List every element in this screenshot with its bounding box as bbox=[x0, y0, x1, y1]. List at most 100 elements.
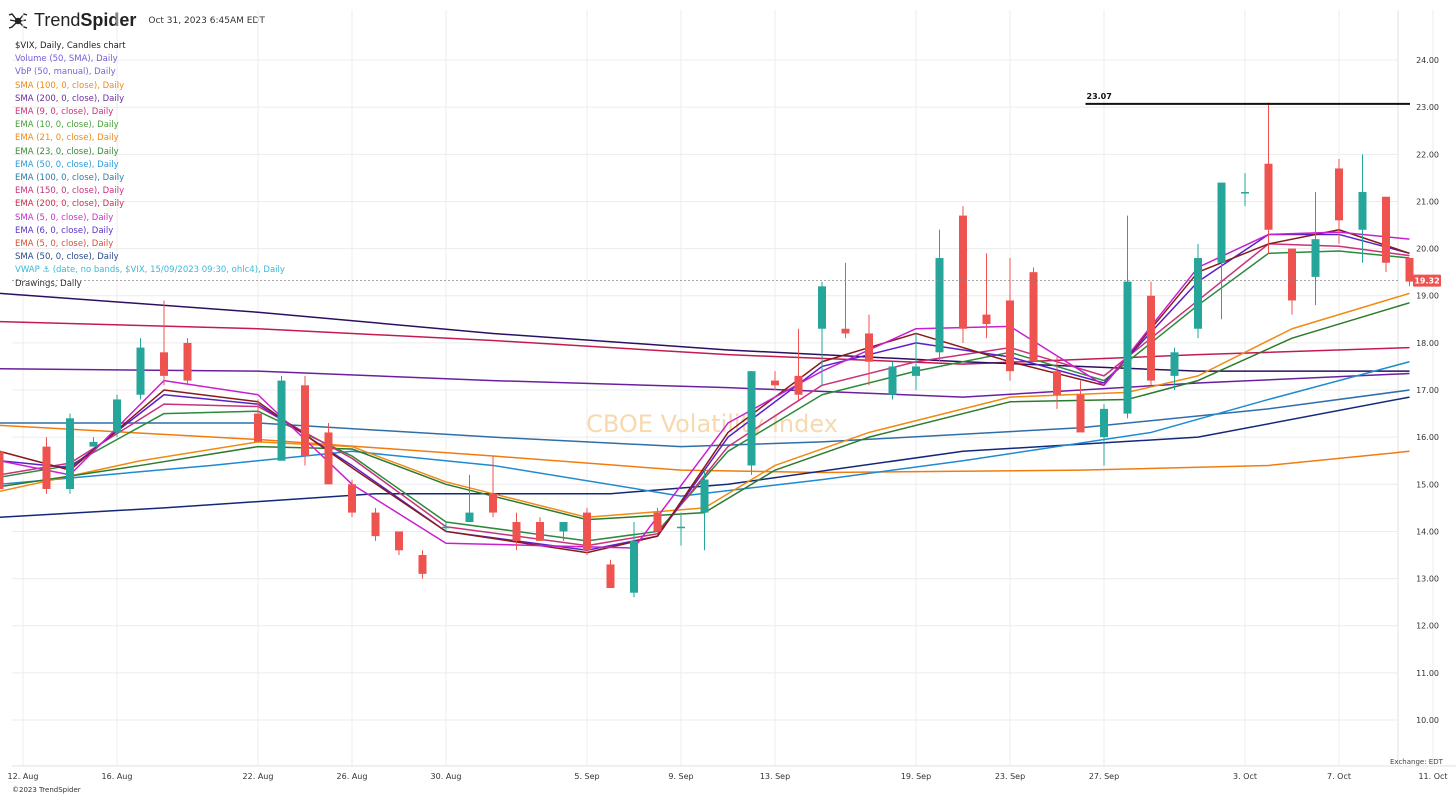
candle-body[interactable] bbox=[653, 512, 662, 532]
candle-body[interactable] bbox=[606, 564, 615, 589]
candle-body[interactable] bbox=[935, 258, 944, 353]
legend-item[interactable]: EMA (21, 0, close), Daily bbox=[15, 133, 119, 144]
candle-body[interactable] bbox=[254, 413, 262, 442]
candle-body[interactable] bbox=[1288, 248, 1296, 301]
candle-body[interactable] bbox=[559, 522, 568, 532]
x-tick-label: 23. Sep bbox=[995, 772, 1025, 781]
candle-body[interactable] bbox=[1147, 295, 1155, 381]
candle-body[interactable] bbox=[583, 512, 591, 551]
candle-body[interactable] bbox=[536, 522, 544, 541]
candle-body[interactable] bbox=[1382, 196, 1390, 263]
candle-body[interactable] bbox=[348, 484, 356, 513]
x-tick-label: 3. Oct bbox=[1233, 772, 1257, 781]
legend-item[interactable]: EMA (150, 0, close), Daily bbox=[15, 186, 125, 197]
candle-body[interactable] bbox=[1006, 300, 1014, 372]
legend-item[interactable]: EMA (23, 0, close), Daily bbox=[15, 146, 119, 157]
candle-body[interactable] bbox=[1029, 272, 1038, 362]
indicator-line[interactable] bbox=[0, 302, 1410, 521]
candle-body[interactable] bbox=[1264, 163, 1273, 230]
candle-body[interactable] bbox=[183, 342, 192, 381]
legend-item[interactable]: Drawings, Daily bbox=[15, 278, 82, 289]
indicator-line[interactable] bbox=[0, 292, 1410, 372]
candle-body[interactable] bbox=[1217, 182, 1226, 263]
candle-body[interactable] bbox=[912, 366, 920, 376]
x-tick-label: 7. Oct bbox=[1327, 772, 1351, 781]
candle-body[interactable] bbox=[1241, 192, 1249, 194]
candle-body[interactable] bbox=[1194, 258, 1202, 329]
legend-item[interactable]: SMA (200, 0, close), Daily bbox=[15, 93, 125, 104]
brand-bold: Spider bbox=[80, 10, 137, 30]
x-tick-label: 5. Sep bbox=[574, 772, 599, 781]
candle-body[interactable] bbox=[677, 526, 685, 529]
candle-body[interactable] bbox=[42, 446, 51, 490]
legend-item[interactable]: Volume (50, SMA), Daily bbox=[15, 54, 118, 65]
x-tick-label: 11. Oct bbox=[1418, 772, 1447, 781]
exchange-label: Exchange: EDT bbox=[1390, 758, 1443, 766]
candle-body[interactable] bbox=[888, 366, 897, 395]
legend-item[interactable]: EMA (5, 0, close), Daily bbox=[15, 239, 114, 250]
candle-body[interactable] bbox=[959, 215, 967, 329]
x-tick-label: 26. Aug bbox=[337, 772, 368, 781]
candle-body[interactable] bbox=[1170, 352, 1179, 376]
legend-item[interactable]: VWAP ⚓ (date, no bands, $VIX, 15/09/2023… bbox=[15, 265, 285, 276]
indicator-line[interactable] bbox=[0, 320, 1410, 365]
candle-body[interactable] bbox=[1076, 394, 1085, 433]
candle-body[interactable] bbox=[324, 432, 333, 485]
y-tick-label: 22.00 bbox=[1416, 150, 1439, 159]
watermark: CBOE Volatility Index bbox=[586, 410, 838, 438]
y-tick-label: 10.00 bbox=[1416, 716, 1439, 725]
legend-item[interactable]: EMA (9, 0, close), Daily bbox=[15, 107, 114, 118]
candle-body[interactable] bbox=[160, 352, 168, 376]
legend-items: Volume (50, SMA), Daily VbP (50, manual),… bbox=[15, 53, 285, 291]
legend-item[interactable]: SMA (5, 0, close), Daily bbox=[15, 212, 114, 223]
y-tick-label: 18.00 bbox=[1416, 339, 1439, 348]
candle-body[interactable] bbox=[1405, 258, 1414, 282]
candle-body[interactable] bbox=[512, 522, 521, 541]
candle-body[interactable] bbox=[136, 347, 145, 395]
candle-body[interactable] bbox=[771, 380, 779, 386]
candle-body[interactable] bbox=[1100, 408, 1108, 438]
candle-body[interactable] bbox=[630, 540, 638, 593]
candle-body[interactable] bbox=[465, 512, 474, 523]
legend-item[interactable]: SMA (50, 0, close), Daily bbox=[15, 252, 119, 263]
indicator-line[interactable] bbox=[0, 292, 1410, 519]
candle-body[interactable] bbox=[982, 314, 991, 325]
candle-body[interactable] bbox=[489, 493, 497, 513]
candle-body[interactable] bbox=[395, 531, 403, 551]
candle-body[interactable] bbox=[794, 375, 803, 395]
candle-body[interactable] bbox=[841, 328, 850, 334]
legend-item[interactable]: EMA (200, 0, close), Daily bbox=[15, 199, 125, 210]
legend-item[interactable]: EMA (10, 0, close), Daily bbox=[15, 120, 119, 131]
candle-body[interactable] bbox=[0, 451, 4, 490]
last-price-tag bbox=[1413, 274, 1441, 287]
legend-item[interactable]: SMA (100, 0, close), Daily bbox=[15, 80, 125, 91]
candle-body[interactable] bbox=[301, 385, 309, 457]
candle-body[interactable] bbox=[418, 555, 427, 574]
candle-body[interactable] bbox=[865, 333, 873, 362]
candle-body[interactable] bbox=[1311, 239, 1320, 277]
candle-body[interactable] bbox=[371, 512, 380, 537]
candle-body[interactable] bbox=[89, 441, 98, 447]
legend-item[interactable]: EMA (6, 0, close), Daily bbox=[15, 225, 114, 236]
legend-item[interactable]: VbP (50, manual), Daily bbox=[15, 67, 116, 78]
candle-body[interactable] bbox=[700, 479, 709, 513]
candle-body[interactable] bbox=[113, 399, 121, 433]
candle-body[interactable] bbox=[818, 286, 826, 329]
y-tick-label: 13.00 bbox=[1416, 575, 1439, 584]
legend-item[interactable]: EMA (100, 0, close), Daily bbox=[15, 173, 125, 184]
candle-body[interactable] bbox=[1358, 192, 1367, 230]
candle-body[interactable] bbox=[1053, 371, 1061, 395]
x-tick-label: 9. Sep bbox=[668, 772, 693, 781]
candle-body[interactable] bbox=[442, 526, 450, 529]
indicator-line[interactable] bbox=[0, 396, 1410, 519]
candle-body[interactable] bbox=[747, 371, 756, 466]
legend-item[interactable]: EMA (50, 0, close), Daily bbox=[15, 159, 119, 170]
y-tick-label: 14.00 bbox=[1416, 527, 1439, 536]
candle-body[interactable] bbox=[277, 380, 286, 461]
indicator-line[interactable] bbox=[0, 368, 1410, 398]
candle-body[interactable] bbox=[1335, 168, 1343, 221]
candle-body[interactable] bbox=[1123, 281, 1132, 414]
copyright: ©2023 TrendSpider bbox=[12, 786, 81, 794]
candle-body[interactable] bbox=[66, 418, 74, 490]
